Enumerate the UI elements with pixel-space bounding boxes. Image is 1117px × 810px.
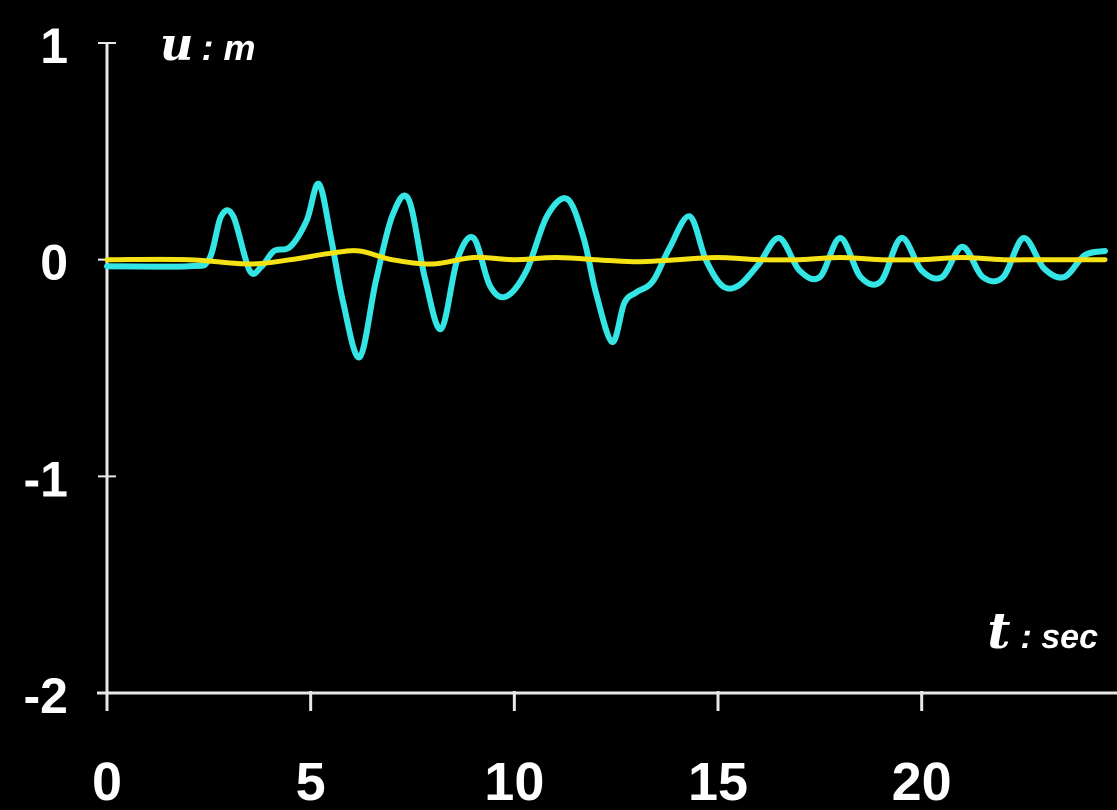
x-tick-label: 0 xyxy=(92,752,122,810)
y-tick-label: -2 xyxy=(24,668,68,724)
y-tick-label: 1 xyxy=(40,18,68,74)
y-axis-unit: : m xyxy=(201,27,255,68)
axes xyxy=(97,42,1117,711)
x-tick-label: 5 xyxy=(296,752,326,810)
series-layer xyxy=(104,180,1108,361)
x-tick-label: 10 xyxy=(484,752,544,810)
x-axis-symbol: t xyxy=(987,601,1010,660)
series-line-cyan xyxy=(104,180,1108,361)
x-tick-label: 20 xyxy=(892,752,952,810)
series-line-yellow xyxy=(104,248,1108,267)
y-tick-label: -1 xyxy=(24,451,68,507)
y-axis-symbol: u xyxy=(160,17,193,71)
y-tick-label: 0 xyxy=(40,235,68,291)
tick-labels: 10-1-20 5 10 15 20 xyxy=(24,18,952,810)
x-tick-label: 15 xyxy=(688,752,748,810)
y-axis-title: u: m xyxy=(160,17,255,71)
x-axis-title: t : sec xyxy=(987,601,1098,660)
x-axis-unit: : sec xyxy=(1021,618,1099,656)
